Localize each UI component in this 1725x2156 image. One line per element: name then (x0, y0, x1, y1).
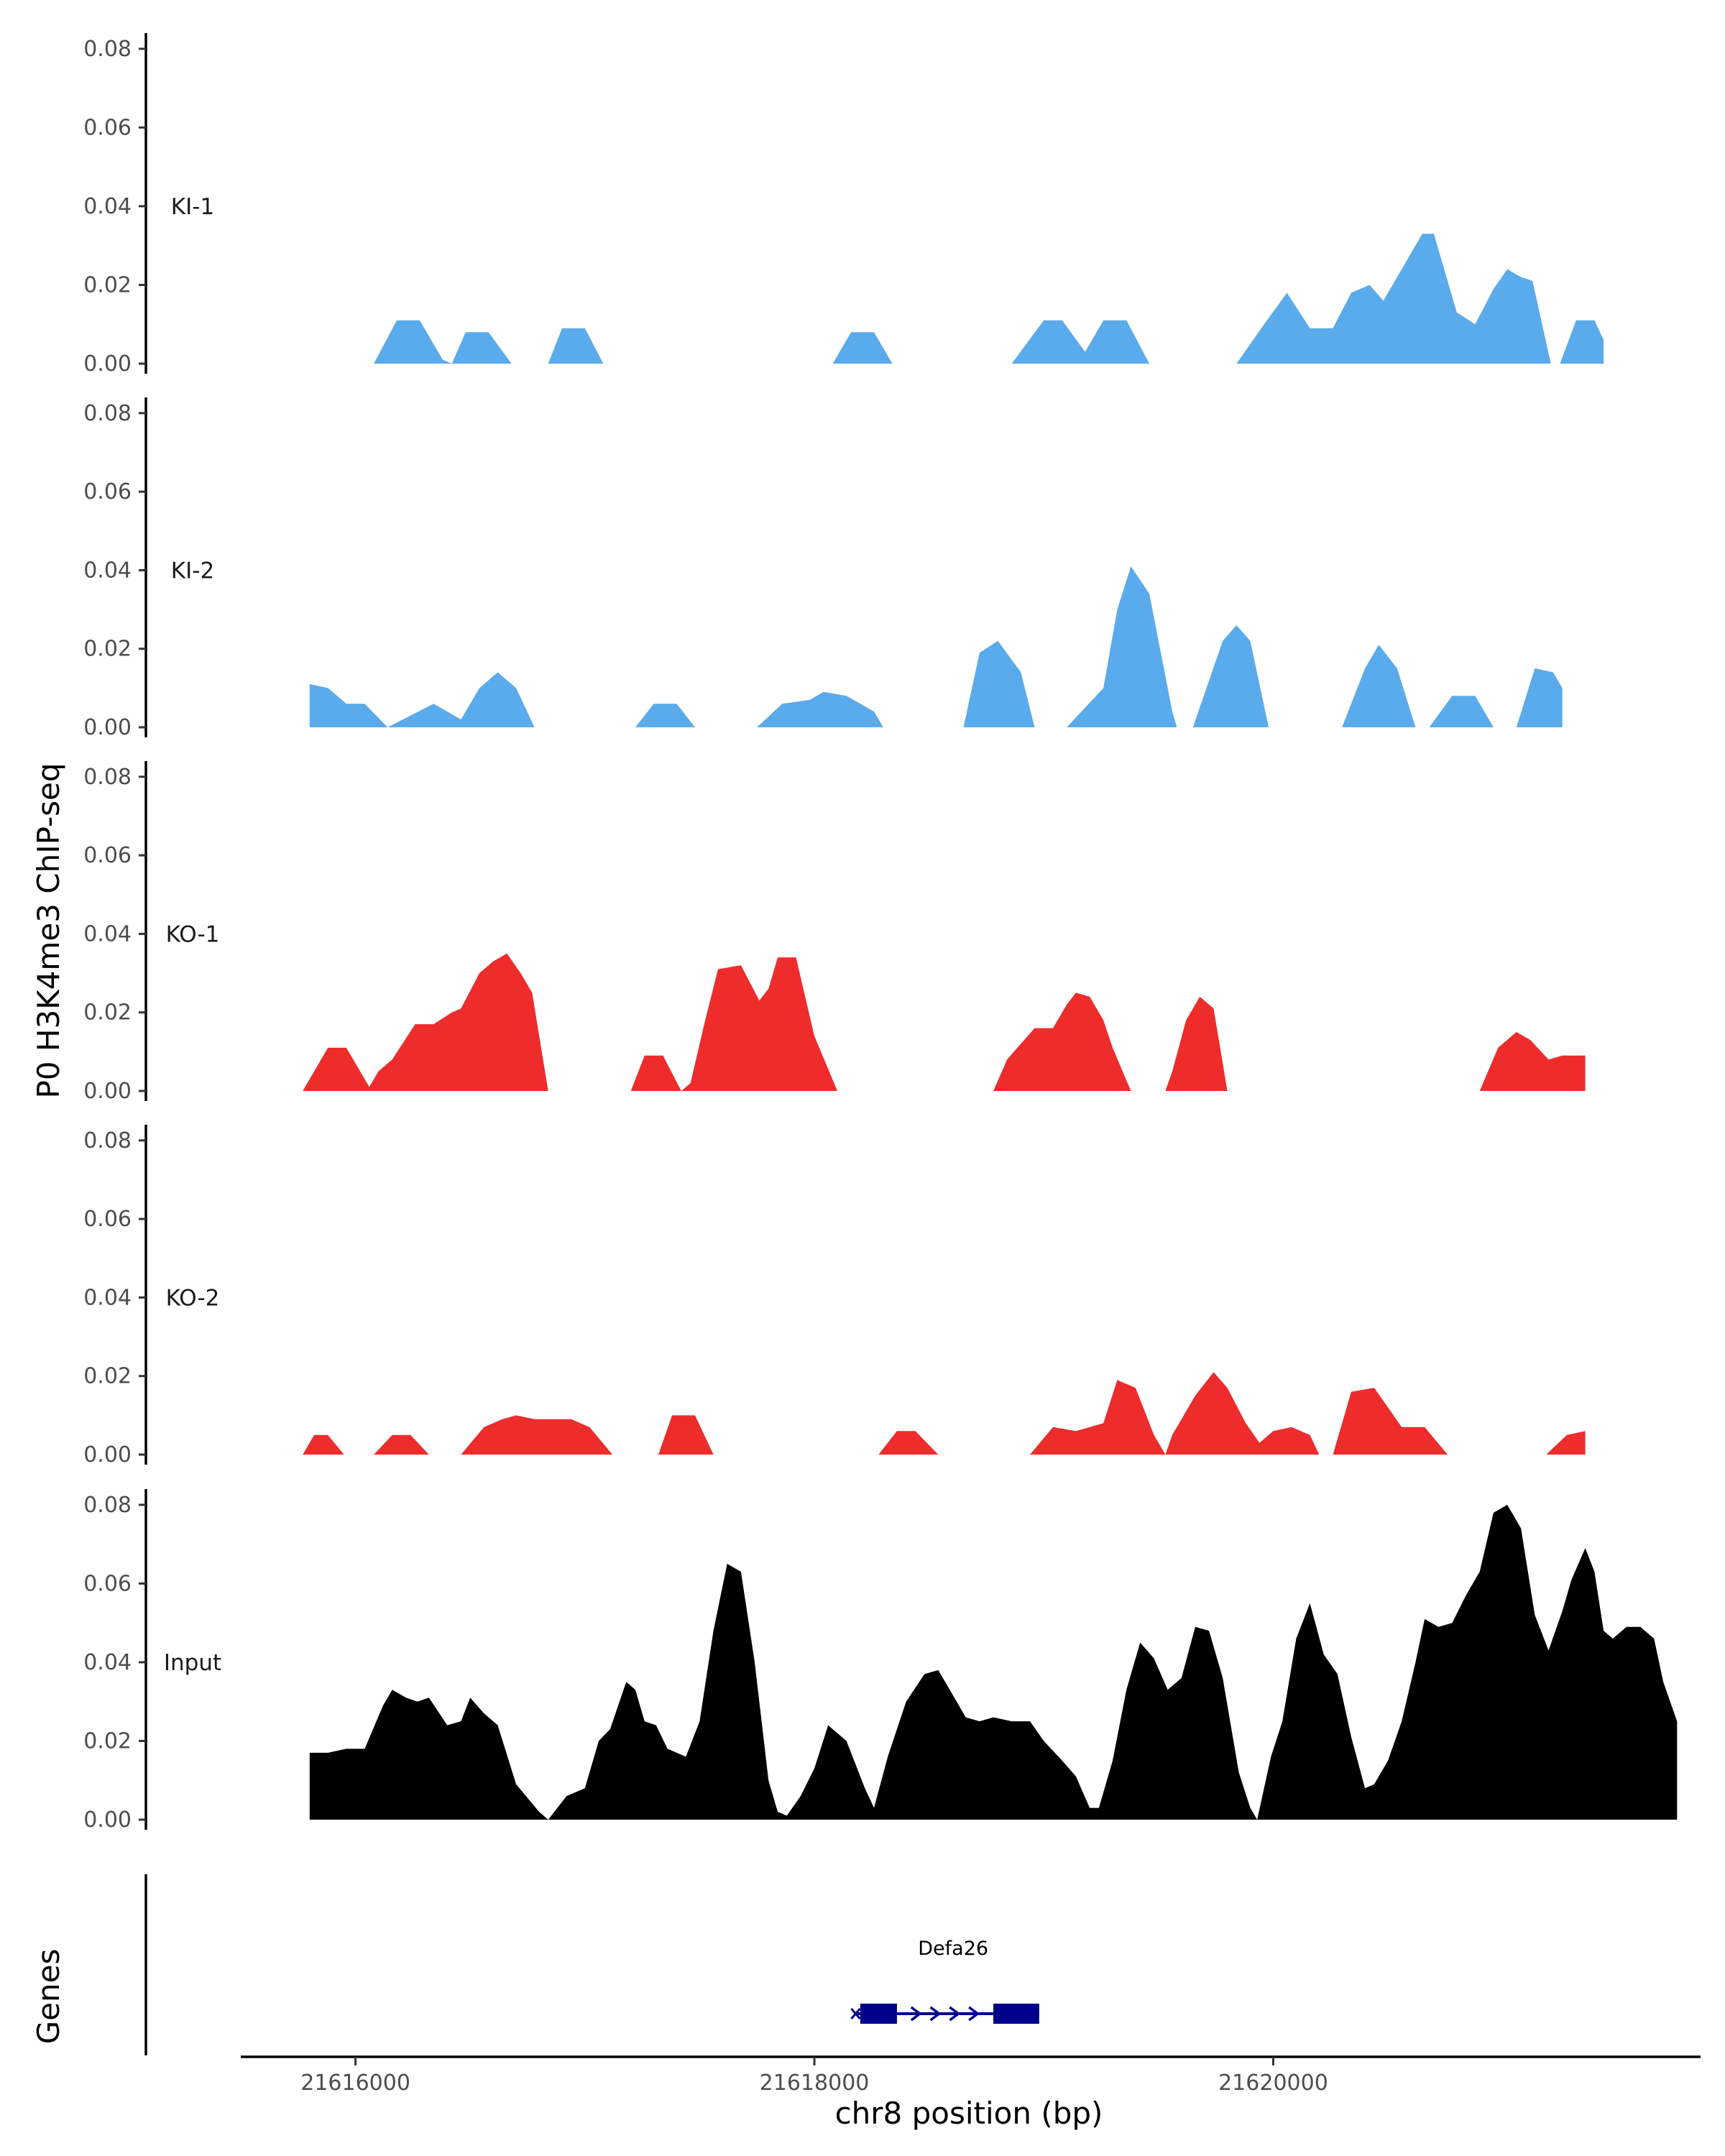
y-tick-label: 0.00 (83, 1442, 132, 1468)
y-tick-label: 0.06 (83, 115, 132, 140)
genes-axis-title: Genes (31, 1949, 66, 2045)
track-label: KI-2 (171, 558, 214, 584)
track-label: Input (164, 1650, 221, 1676)
gene-exon (860, 2004, 897, 2024)
gene-start-mark (850, 2008, 861, 2019)
gene-strand-arrow (949, 2006, 961, 2022)
gene-exon (993, 2004, 1039, 2024)
track-input: 0.00 0.02 0.04 0.06 0.08 Input (83, 1489, 1678, 1833)
y-axis-title: P0 H3K4me3 ChIP-seq (31, 763, 66, 1098)
signal-area-ko-2 (303, 1372, 1586, 1455)
y-tick-label: 0.08 (83, 1128, 132, 1153)
track-panels: 0.00 0.02 0.04 0.06 0.08 KI-1 0.00 0.02 0.04 0.06… (83, 33, 1678, 1833)
signal-area-ki-2 (309, 566, 1563, 727)
track-label: KI-1 (171, 194, 214, 220)
gene-name-label: Defa26 (918, 1938, 988, 1960)
track-ki-2: 0.00 0.02 0.04 0.06 0.08 KI-2 (83, 397, 1563, 740)
x-tick-label: 21618000 (760, 2070, 870, 2096)
signal-area-input (309, 1504, 1678, 1820)
track-ko-1: 0.00 0.02 0.04 0.06 0.08 KO-1 (83, 761, 1586, 1104)
gene-strand-arrow (968, 2006, 980, 2022)
y-tick-label: 0.04 (83, 921, 132, 946)
track-ko-2: 0.00 0.02 0.04 0.06 0.08 KO-2 (83, 1125, 1586, 1468)
y-tick-label: 0.02 (83, 637, 132, 662)
y-tick-label: 0.00 (83, 715, 132, 740)
x-tick-label: 21620000 (1218, 2070, 1328, 2096)
genes-panel: Defa26 (144, 1874, 1039, 2055)
y-tick-label: 0.04 (83, 558, 132, 583)
y-tick-label: 0.04 (83, 1285, 132, 1310)
y-tick-label: 0.02 (83, 1728, 132, 1754)
y-tick-label: 0.08 (83, 401, 132, 426)
y-tick-label: 0.08 (83, 1493, 132, 1518)
y-tick-label: 0.08 (83, 37, 132, 62)
y-tick-label: 0.00 (83, 351, 132, 377)
track-label: KO-2 (166, 1285, 220, 1311)
track-label: KO-1 (166, 921, 220, 947)
y-tick-label: 0.06 (83, 843, 132, 868)
x-axis-title: chr8 position (bp) (835, 2096, 1103, 2131)
y-tick-label: 0.06 (83, 479, 132, 505)
signal-area-ko-1 (303, 953, 1586, 1091)
y-tick-label: 0.02 (83, 1000, 132, 1026)
x-tick-label: 21616000 (300, 2070, 410, 2096)
y-tick-label: 0.02 (83, 1364, 132, 1389)
y-tick-label: 0.00 (83, 1807, 132, 1833)
gene-strand-arrow (910, 2006, 922, 2022)
y-tick-label: 0.02 (83, 272, 132, 298)
y-tick-label: 0.04 (83, 1650, 132, 1675)
y-tick-label: 0.06 (83, 1207, 132, 1232)
signal-area-ki-1 (309, 234, 1604, 364)
x-axis: 21616000 21618000 21620000 (241, 2055, 1701, 2096)
y-tick-label: 0.08 (83, 765, 132, 790)
y-tick-label: 0.06 (83, 1571, 132, 1596)
y-tick-label: 0.04 (83, 194, 132, 219)
track-ki-1: 0.00 0.02 0.04 0.06 0.08 KI-1 (83, 33, 1604, 377)
y-tick-label: 0.00 (83, 1079, 132, 1104)
gene-strand-arrow (929, 2006, 942, 2022)
